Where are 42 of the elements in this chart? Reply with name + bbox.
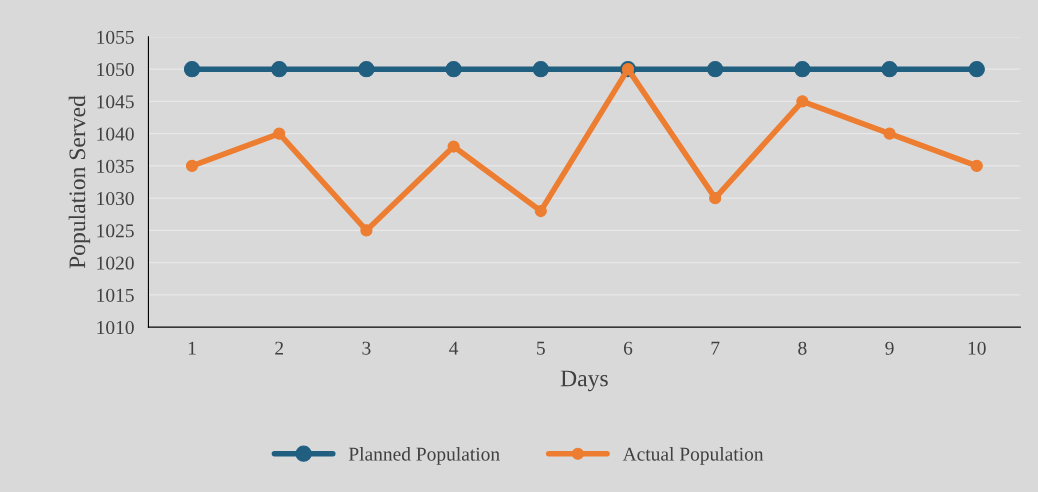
point (360, 224, 373, 237)
point (271, 60, 288, 78)
point (709, 192, 722, 205)
legend-label: Planned Population (348, 447, 500, 465)
point (532, 60, 549, 78)
x-tick-label: 5 (537, 341, 545, 355)
y-tick-label: 1015 (97, 288, 134, 302)
y-tick-label: 1055 (97, 30, 134, 44)
x-tick-label: 9 (885, 341, 894, 355)
x-tick-label: 8 (798, 341, 807, 355)
point (794, 60, 811, 78)
point (273, 127, 286, 140)
point (707, 60, 724, 78)
y-tick-label: 1035 (97, 159, 134, 173)
y-tick-label: 1020 (97, 256, 134, 270)
point (968, 60, 985, 78)
point (445, 60, 462, 78)
y-tick-label: 1050 (97, 62, 134, 77)
x-tick-label: 1 (188, 341, 196, 355)
point (881, 60, 898, 78)
y-axis-title: Population Served (68, 95, 91, 269)
x-tick-label: 6 (623, 341, 633, 355)
x-tick-label: 2 (275, 341, 284, 355)
legend-label: Actual Population (622, 447, 764, 465)
x-tick-label: 7 (711, 341, 720, 355)
point (883, 127, 896, 140)
point (796, 95, 809, 108)
point (447, 140, 460, 153)
point (183, 60, 201, 78)
x-axis-title: Days (560, 370, 608, 392)
x-tick-label: 3 (362, 341, 371, 355)
y-tick-label: 1010 (97, 321, 134, 335)
point (358, 60, 375, 78)
x-tick-label: 4 (449, 341, 459, 355)
point (970, 159, 983, 172)
point (534, 204, 547, 218)
x-tick-label: 10 (968, 341, 986, 355)
y-tick-label: 1025 (97, 224, 134, 238)
y-tick-label: 1040 (97, 127, 134, 141)
point (185, 159, 199, 172)
y-tick-label: 1045 (97, 95, 134, 109)
y-tick-label: 1030 (97, 191, 134, 206)
